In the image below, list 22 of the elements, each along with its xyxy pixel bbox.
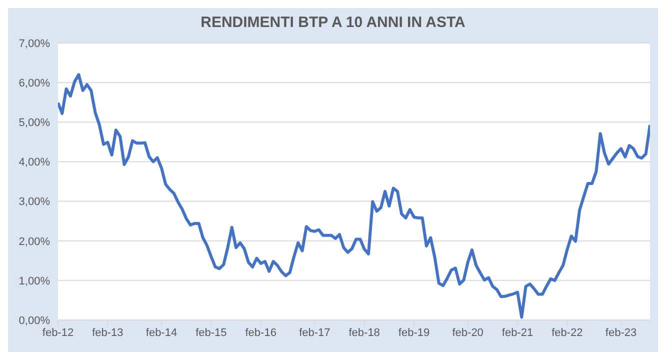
x-tick-label: feb-22: [552, 326, 583, 339]
y-tick-label: 5,00%: [18, 117, 50, 130]
x-tick-label: feb-18: [348, 326, 380, 339]
x-tick-label: feb-15: [196, 326, 227, 339]
x-tick-label: feb-21: [502, 326, 534, 339]
line-series: [58, 73, 650, 319]
x-tick-label: feb-13: [92, 326, 124, 339]
x-tick-label: feb-19: [398, 326, 430, 339]
y-tick-label: 1,00%: [18, 275, 50, 288]
x-tick-label: feb-23: [605, 326, 637, 339]
y-tick-label: 2,00%: [18, 236, 50, 248]
chart-title: RENDIMENTI BTP A 10 ANNI IN ASTA: [200, 14, 466, 31]
y-tick-label: 3,00%: [18, 196, 50, 208]
y-tick-label: 6,00%: [18, 77, 50, 90]
x-tick-label: feb-20: [452, 326, 484, 339]
y-tick-label: 0,00%: [18, 314, 50, 327]
y-tick-label: 4,00%: [18, 156, 50, 169]
x-tick-label: feb-17: [299, 326, 330, 339]
x-tick-label: feb-16: [245, 326, 276, 339]
x-tick-label: feb-12: [42, 326, 74, 339]
y-tick-label: 7,00%: [18, 38, 50, 50]
x-tick-label: feb-14: [146, 326, 178, 339]
